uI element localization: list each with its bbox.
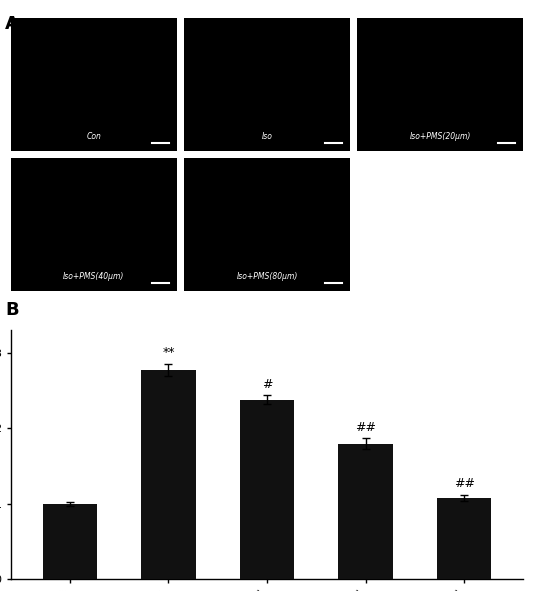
Text: Iso+PMS(20μm): Iso+PMS(20μm) [410,132,471,141]
Bar [437,498,491,579]
Text: **: ** [162,346,175,359]
Text: ##: ## [355,421,376,434]
Text: Iso+PMS(80μm): Iso+PMS(80μm) [237,272,297,281]
Bar [43,504,97,579]
Bar [240,400,294,579]
Bar [142,369,195,579]
Text: #: # [262,378,272,391]
Text: A: A [5,15,19,33]
Bar [339,443,392,579]
Text: Iso+PMS(40μm): Iso+PMS(40μm) [63,272,124,281]
Text: Con: Con [87,132,101,141]
Text: Iso: Iso [262,132,272,141]
Text: B: B [5,301,19,319]
Text: ##: ## [454,478,475,491]
